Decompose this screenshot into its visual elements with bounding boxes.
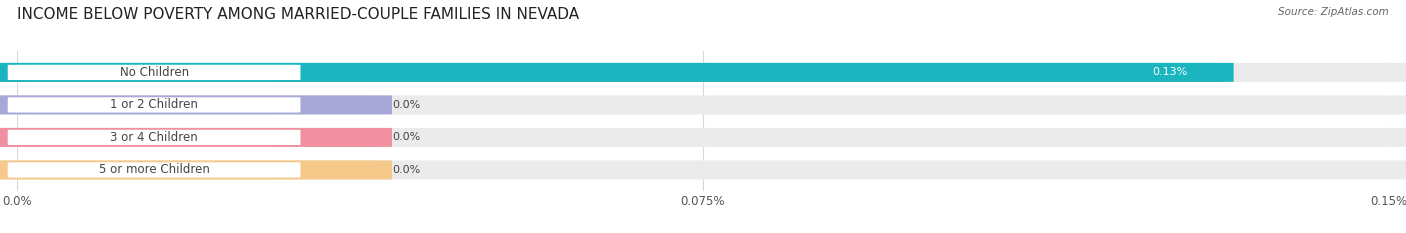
FancyBboxPatch shape	[0, 95, 1406, 114]
Text: Source: ZipAtlas.com: Source: ZipAtlas.com	[1278, 7, 1389, 17]
FancyBboxPatch shape	[0, 128, 1406, 147]
FancyBboxPatch shape	[7, 162, 301, 178]
FancyBboxPatch shape	[0, 95, 392, 114]
Text: 0.0%: 0.0%	[392, 165, 420, 175]
Text: 3 or 4 Children: 3 or 4 Children	[110, 131, 198, 144]
Text: 0.13%: 0.13%	[1153, 67, 1188, 77]
Text: 5 or more Children: 5 or more Children	[98, 163, 209, 176]
FancyBboxPatch shape	[0, 63, 1406, 82]
Text: 0.0%: 0.0%	[392, 100, 420, 110]
FancyBboxPatch shape	[7, 97, 301, 113]
FancyBboxPatch shape	[0, 160, 1406, 179]
FancyBboxPatch shape	[7, 130, 301, 145]
Text: 1 or 2 Children: 1 or 2 Children	[110, 98, 198, 111]
FancyBboxPatch shape	[7, 65, 301, 80]
FancyBboxPatch shape	[0, 63, 1233, 82]
FancyBboxPatch shape	[0, 128, 392, 147]
Text: 0.0%: 0.0%	[392, 132, 420, 142]
Text: INCOME BELOW POVERTY AMONG MARRIED-COUPLE FAMILIES IN NEVADA: INCOME BELOW POVERTY AMONG MARRIED-COUPL…	[17, 7, 579, 22]
FancyBboxPatch shape	[0, 160, 392, 179]
Text: No Children: No Children	[120, 66, 188, 79]
